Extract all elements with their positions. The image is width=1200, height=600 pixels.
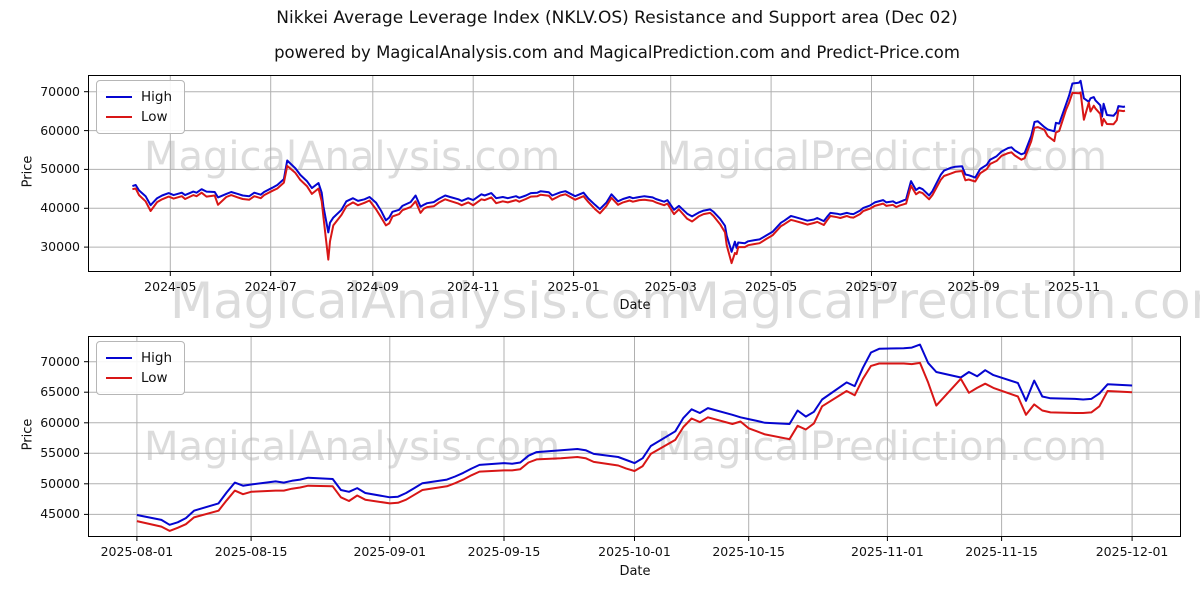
y-tick-label: 60000 xyxy=(40,414,80,430)
top-chart-canvas xyxy=(84,75,1181,276)
watermark-prediction: MagicalPrediction.com xyxy=(657,424,1107,470)
x-tick-label: 2025-01 xyxy=(547,279,600,294)
low-line xyxy=(136,361,1133,532)
legend-label-low: Low xyxy=(141,370,168,386)
bottom-chart-plot-area: High Low Price Date 2025-08-01 2025-08-15… xyxy=(21,336,1181,579)
y-tick-label: 65000 xyxy=(40,384,80,400)
y-tick-label: 50000 xyxy=(40,161,80,177)
low-line-swatch xyxy=(106,377,132,379)
legend-label-low: Low xyxy=(141,109,168,125)
watermark-analysis: MagicalAnalysis.com xyxy=(143,424,561,470)
high-line xyxy=(132,79,1126,253)
high-line-swatch xyxy=(106,96,132,98)
y-tick-label: 70000 xyxy=(40,83,80,99)
x-tick-label: 2025-07 xyxy=(845,279,898,294)
legend-item-low: Low xyxy=(106,107,172,127)
y-tick-label: 45000 xyxy=(40,506,80,522)
x-tick-label: 2024-11 xyxy=(447,279,500,294)
x-axis-label: Date xyxy=(619,564,651,579)
y-tick-label: 55000 xyxy=(40,445,80,461)
axes-spine xyxy=(88,336,1181,537)
watermark-prediction: MagicalPrediction.com xyxy=(676,272,1200,330)
legend-item-high: High xyxy=(106,87,172,107)
y-tick-label: 30000 xyxy=(40,239,80,255)
y-tick-label: 70000 xyxy=(40,353,80,369)
y-tick-label: 40000 xyxy=(40,200,80,216)
chart-title: Nikkei Average Leverage Index (NKLV.OS) … xyxy=(276,8,958,28)
x-tick-label: 2025-09-15 xyxy=(467,544,541,559)
x-tick-label: 2025-08-01 xyxy=(100,544,174,559)
x-tick-label: 2025-05 xyxy=(745,279,798,294)
legend-item-high: High xyxy=(106,348,172,368)
legend: High Low xyxy=(96,341,186,395)
legend-item-low: Low xyxy=(106,368,172,388)
x-tick-label: 2024-07 xyxy=(244,279,297,294)
x-tick-label: 2025-11-01 xyxy=(851,544,924,559)
legend-label-high: High xyxy=(141,350,173,366)
x-tick-label: 2025-03 xyxy=(644,279,697,294)
x-tick-label: 2024-05 xyxy=(144,279,197,294)
x-axis-label: Date xyxy=(619,298,651,313)
x-tick-label: 2025-09 xyxy=(947,279,1000,294)
legend-label-high: High xyxy=(141,89,173,105)
x-tick-label: 2025-10-15 xyxy=(712,544,786,559)
x-tick-label: 2025-08-15 xyxy=(214,544,288,559)
low-line-swatch xyxy=(106,116,132,118)
y-tick-label: 60000 xyxy=(40,122,80,138)
top-chart-plot-area: High Low Price Date 2024-05 2024-07 2024-0… xyxy=(21,75,1181,313)
watermark-analysis: MagicalAnalysis.com xyxy=(143,134,561,180)
chart-subtitle: powered by MagicalAnalysis.com and Magic… xyxy=(274,43,960,62)
x-tick-label: 2025-10-01 xyxy=(598,544,671,559)
y-tick-label: 50000 xyxy=(40,475,80,491)
low-line xyxy=(132,91,1126,265)
x-tick-label: 2025-11-15 xyxy=(965,544,1038,559)
high-line xyxy=(136,343,1133,526)
x-tick-label: 2024-09 xyxy=(346,279,399,294)
x-tick-label: 2025-12-01 xyxy=(1095,544,1169,559)
axes-spine xyxy=(88,75,1181,272)
high-line-swatch xyxy=(106,357,132,359)
legend: High Low xyxy=(96,80,186,134)
watermark-analysis: MagicalAnalysis.com xyxy=(169,272,691,330)
bottom-chart-canvas xyxy=(84,336,1181,541)
x-tick-label: 2025-11 xyxy=(1047,279,1101,294)
x-tick-label: 2025-09-01 xyxy=(353,544,427,559)
